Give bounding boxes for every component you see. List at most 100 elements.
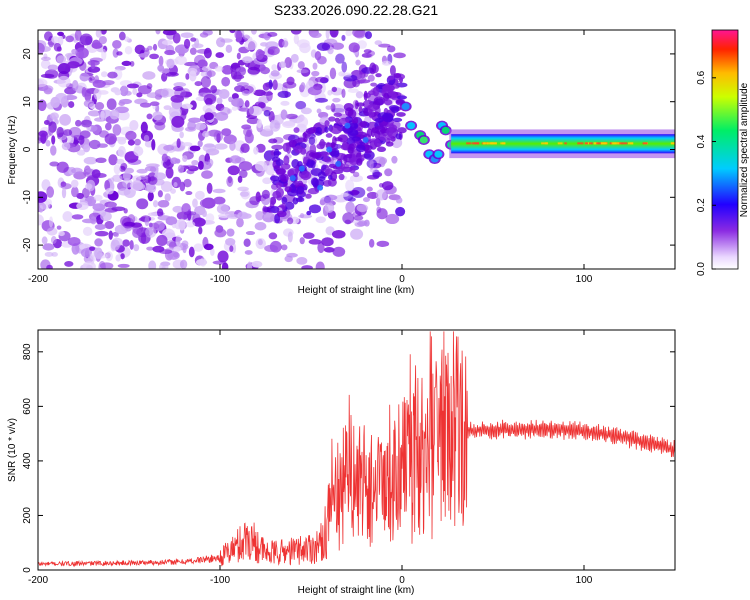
spectrogram-band-peak bbox=[616, 142, 623, 145]
spectrogram-cell bbox=[83, 156, 98, 165]
spectrogram-band-peak bbox=[609, 142, 613, 145]
spectrogram-cell bbox=[68, 101, 75, 108]
spectrogram-cell bbox=[341, 34, 346, 42]
spectrogram-cell bbox=[385, 141, 394, 147]
spectrogram-cell bbox=[300, 82, 306, 91]
spectrogram-cell bbox=[296, 69, 309, 74]
spectrogram-cell bbox=[368, 238, 375, 248]
spectrogram-cell bbox=[94, 247, 103, 260]
spectrogram-cell bbox=[107, 71, 118, 79]
spectrogram-cell bbox=[71, 79, 79, 91]
spectrogram-cell bbox=[71, 186, 79, 198]
spectrogram-cell bbox=[172, 205, 184, 213]
spectrogram-cell bbox=[386, 45, 396, 53]
spectrogram-cell bbox=[271, 144, 284, 150]
spectrogram-cell bbox=[90, 60, 96, 70]
spectrogram-cell bbox=[281, 202, 286, 211]
spectrogram-cell bbox=[221, 76, 231, 87]
spectrogram-cell bbox=[79, 72, 90, 82]
spectrogram-band-peak bbox=[489, 142, 497, 145]
spectrogram-cell bbox=[99, 262, 114, 269]
spectrogram-cell bbox=[61, 187, 67, 199]
spectrogram-cell bbox=[152, 200, 159, 208]
spectrogram-cell bbox=[369, 159, 374, 170]
spectrogram-cell bbox=[129, 239, 134, 250]
spectrogram-cell bbox=[166, 58, 175, 69]
spectrogram-cell bbox=[151, 139, 156, 151]
spectrogram-cell bbox=[95, 157, 107, 164]
spectrogram-cell bbox=[200, 76, 211, 88]
spectrogram-cell bbox=[225, 238, 236, 246]
spectrogram-cell bbox=[58, 231, 65, 237]
spectrogram-cell bbox=[101, 48, 107, 61]
spectrogram-cell bbox=[306, 210, 312, 216]
spectrogram-cell bbox=[236, 52, 241, 60]
spectrogram-cell bbox=[323, 247, 335, 253]
spectrogram-cell bbox=[229, 30, 236, 34]
spectrogram-cell bbox=[287, 231, 293, 243]
spectrogram-cell bbox=[319, 138, 326, 149]
spectrogram-cell bbox=[321, 164, 327, 171]
spectrogram-cell bbox=[146, 83, 153, 90]
x-tick-label: 0 bbox=[399, 274, 405, 285]
spectrogram-cell bbox=[76, 201, 89, 211]
spectrogram-cell bbox=[143, 47, 150, 52]
spectrogram-cell bbox=[94, 223, 106, 230]
spectrogram-cell bbox=[283, 155, 290, 166]
spectrogram-cell bbox=[48, 125, 54, 136]
colorbar-axes: 0.0 0.2 0.4 0.6 bbox=[696, 70, 716, 276]
spectrogram-cell bbox=[255, 160, 268, 172]
spectrogram-cell bbox=[140, 233, 147, 244]
spectrogram-cell bbox=[117, 188, 131, 196]
spectrogram-cell bbox=[362, 136, 369, 143]
spectrogram-cell bbox=[314, 76, 328, 83]
spectrogram-cell bbox=[179, 259, 188, 269]
spectrogram-cell bbox=[38, 99, 47, 112]
spectrogram-cell bbox=[60, 183, 72, 190]
spectrogram-cell bbox=[276, 210, 287, 218]
spectrogram-cell bbox=[373, 96, 385, 106]
spectrogram-band-peak bbox=[630, 142, 634, 145]
spectrogram-cell bbox=[296, 39, 310, 48]
spectrogram-cell bbox=[280, 109, 288, 120]
spectrogram-cell bbox=[38, 214, 44, 226]
spectrogram-cell bbox=[395, 133, 402, 140]
spectrogram-cell bbox=[345, 30, 353, 37]
spectrogram-cell bbox=[397, 127, 407, 134]
spectrogram-band-peak bbox=[616, 142, 620, 145]
spectrogram-cell bbox=[407, 122, 416, 130]
spectrogram-cell bbox=[251, 260, 263, 268]
spectrogram-cell bbox=[285, 113, 298, 120]
spectrogram-cell bbox=[94, 238, 103, 247]
spectrogram-band-peak bbox=[596, 142, 601, 145]
spectrogram-cell bbox=[395, 206, 406, 217]
spectrogram-cell bbox=[262, 82, 270, 91]
spectrogram-cell bbox=[198, 226, 203, 235]
spectrogram-cell bbox=[293, 127, 300, 134]
spectrogram-cell bbox=[149, 53, 160, 60]
spectrogram-cell bbox=[65, 35, 75, 43]
spectrogram-cell bbox=[280, 100, 290, 106]
spectrogram-cell bbox=[305, 128, 316, 134]
spectrogram-cell bbox=[189, 70, 197, 82]
spectrogram-band-peak bbox=[545, 142, 548, 145]
spectrogram-band-peak bbox=[471, 142, 476, 145]
spectrogram-cell bbox=[329, 30, 339, 38]
spectrogram-cell bbox=[260, 91, 273, 96]
spectrogram-cell bbox=[281, 244, 288, 251]
spectrogram-cell bbox=[314, 179, 325, 188]
y-tick-label: 10 bbox=[22, 96, 33, 108]
spectrogram-cell bbox=[46, 227, 58, 236]
spectrogram-cell bbox=[363, 49, 372, 54]
spectrogram-cell bbox=[57, 75, 71, 88]
spectrogram-band-peak bbox=[584, 142, 588, 145]
spectrogram-cell bbox=[284, 57, 292, 69]
spectrogram-cell bbox=[56, 126, 64, 138]
spectrogram-cell bbox=[239, 191, 250, 197]
spectrogram-cell bbox=[94, 102, 105, 111]
spectrogram-band-peak bbox=[466, 142, 472, 145]
spectrogram-cell bbox=[106, 98, 117, 111]
spectrogram-cell bbox=[120, 253, 125, 260]
spectrogram-cell bbox=[227, 213, 240, 219]
spectrogram-cell bbox=[351, 136, 361, 142]
